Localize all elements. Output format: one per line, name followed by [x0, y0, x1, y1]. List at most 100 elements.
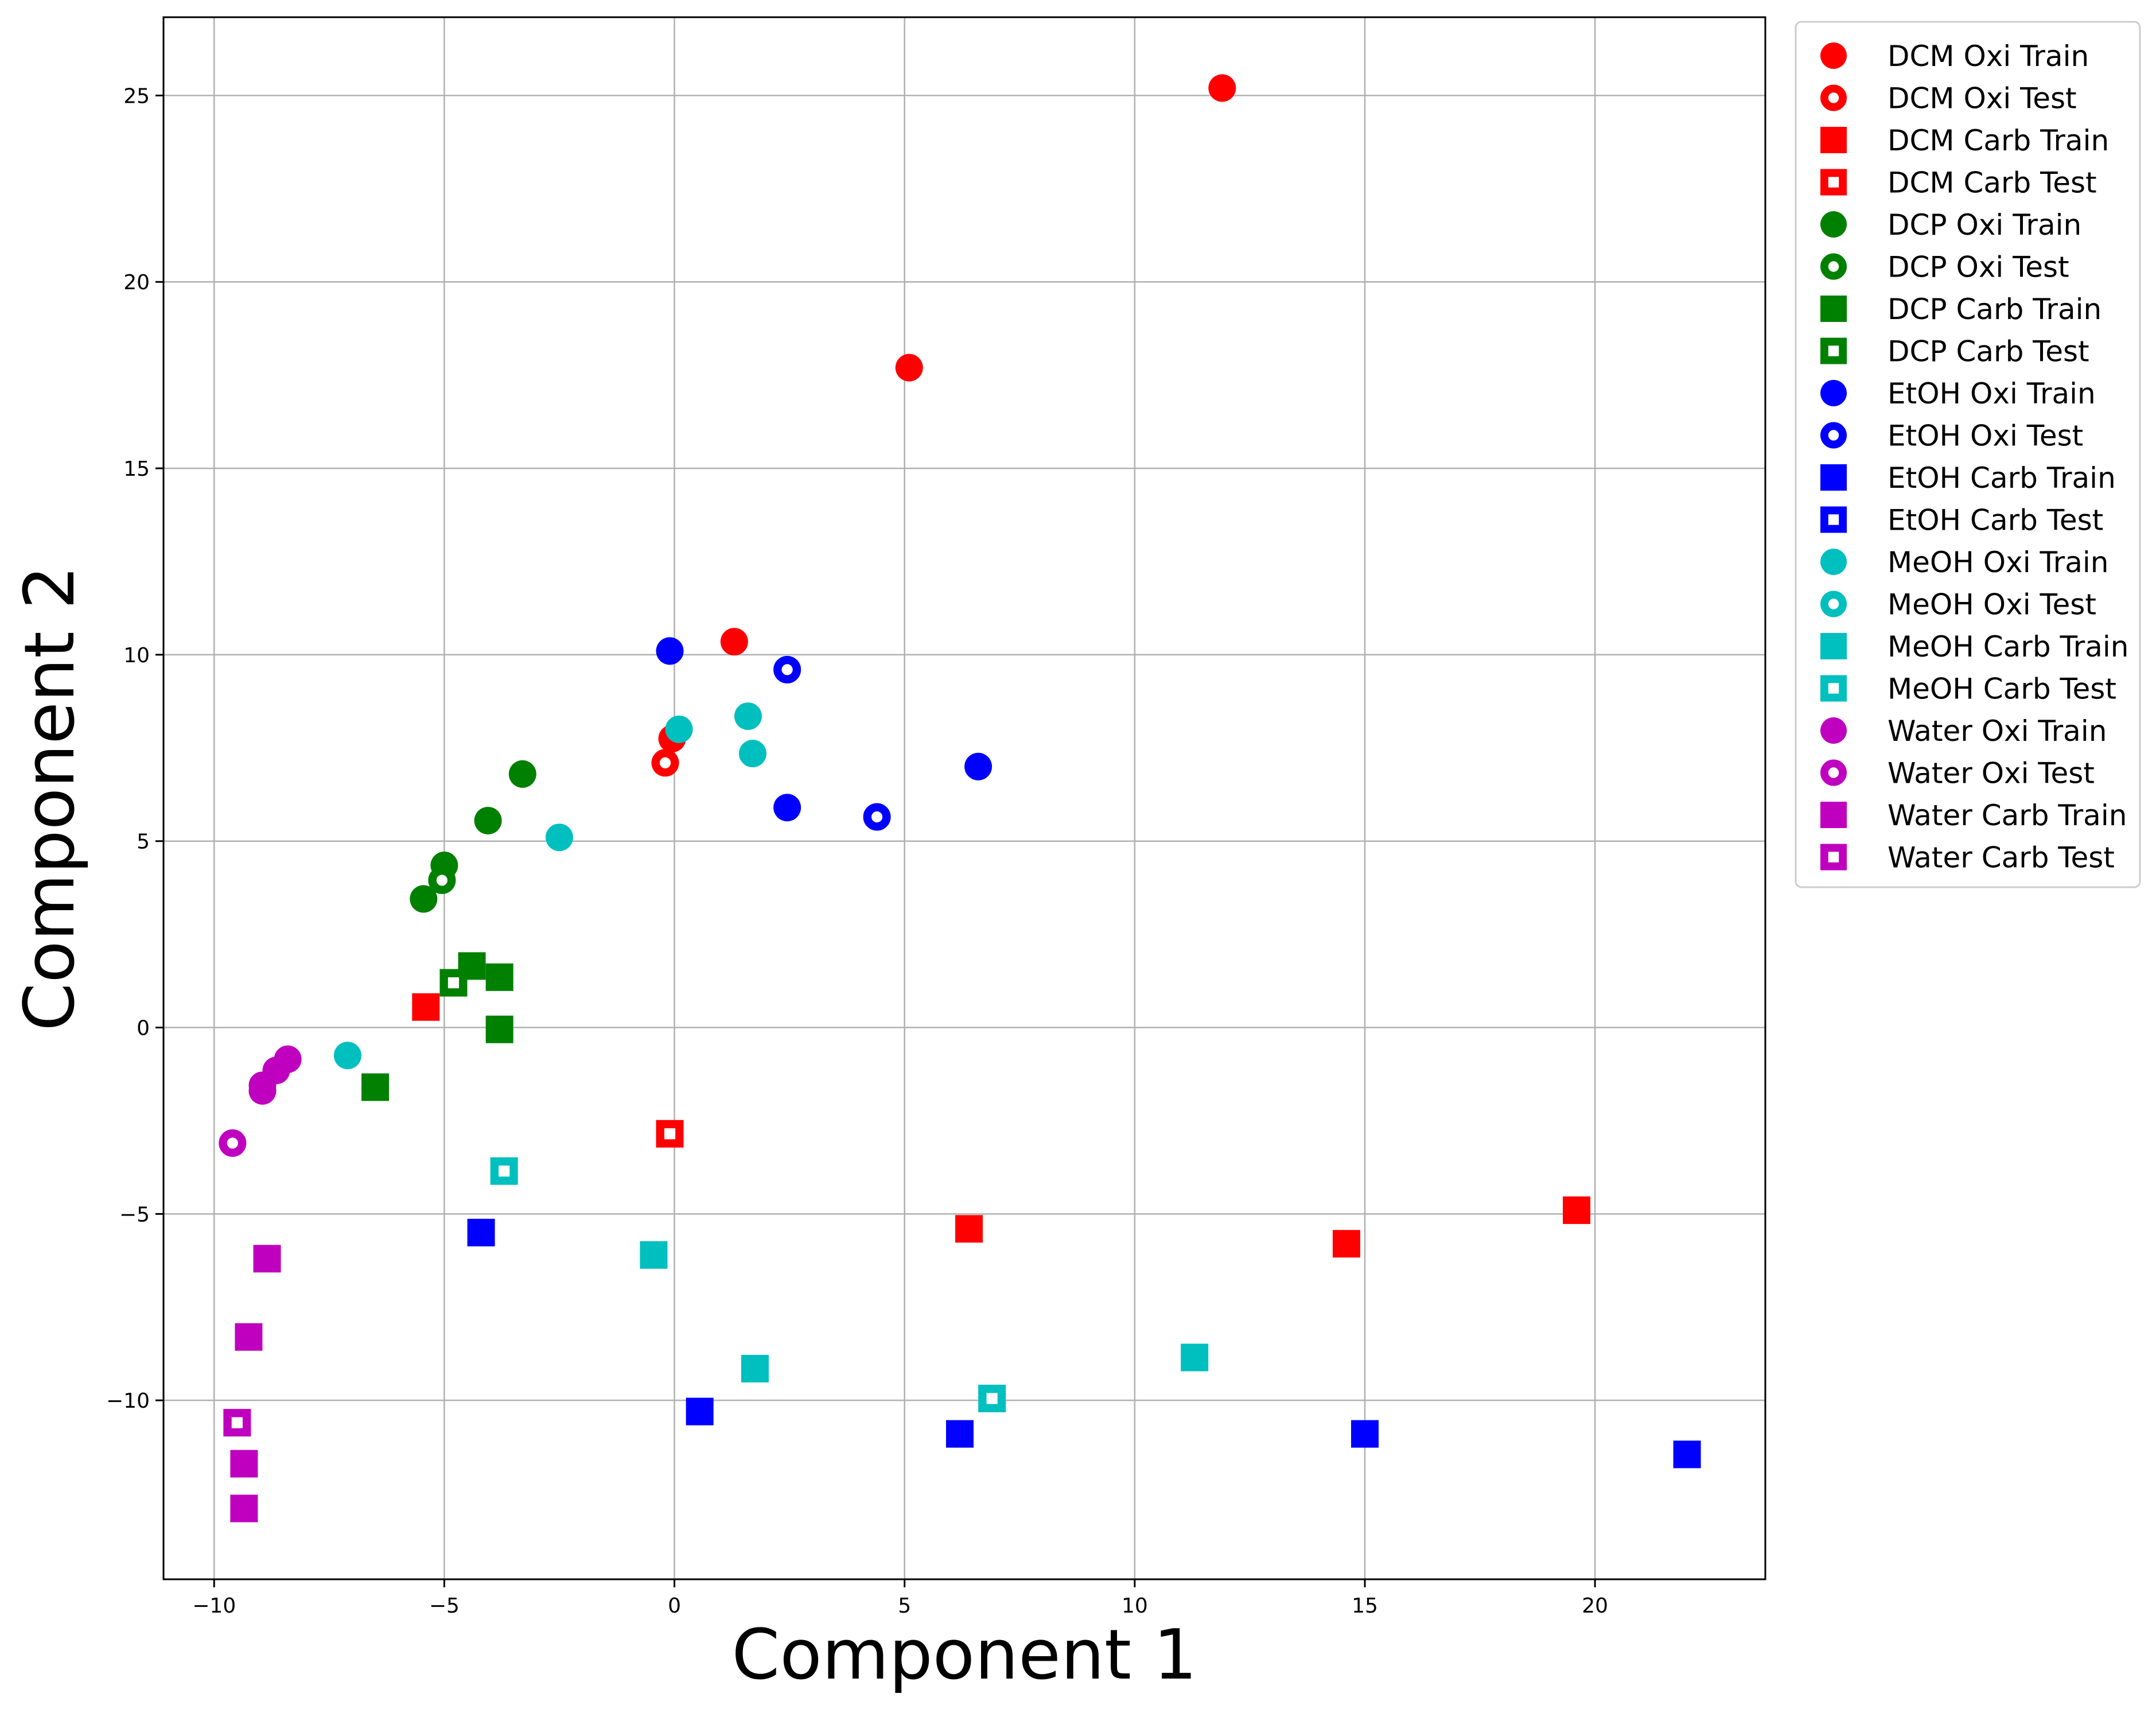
meoh-oxi-train-point: [738, 740, 766, 768]
legend-marker-meoh-oxi-test: [1820, 591, 1847, 617]
dcm-carb-test-point: [656, 1120, 684, 1148]
meoh-oxi-train-point: [665, 715, 693, 743]
dcp-oxi-train-point: [508, 760, 536, 788]
legend-label-meoh-oxi-train: MeOH Oxi Train: [1888, 546, 2108, 579]
x-tick-label: 0: [668, 1594, 681, 1618]
legend-marker-dcm-carb-test: [1820, 169, 1847, 196]
meoh-carb-test-point: [490, 1157, 518, 1185]
legend-frame: [1795, 21, 2141, 888]
legend-label-dcm-carb-train: DCM Carb Train: [1888, 124, 2109, 157]
x-tick-label: −5: [429, 1594, 460, 1618]
etoh-oxi-train-point: [964, 752, 993, 780]
meoh-carb-train-point: [741, 1354, 769, 1382]
legend-marker-etoh-carb-test: [1820, 506, 1847, 533]
meoh-carb-train-point: [640, 1241, 668, 1269]
water-carb-train-point: [253, 1245, 281, 1273]
legend-label-dcp-carb-train: DCP Carb Train: [1888, 293, 2101, 326]
legend: DCM Oxi Train DCM Oxi Test DCM Carb Train D…: [1795, 21, 2141, 888]
legend-label-meoh-oxi-test: MeOH Oxi Test: [1888, 588, 2096, 622]
legend-label-water-oxi-test: Water Oxi Test: [1888, 757, 2095, 790]
dcp-carb-train-point: [361, 1073, 390, 1101]
y-axis-label: Component 2: [10, 565, 90, 1031]
dcp-oxi-train-point: [474, 806, 502, 834]
legend-label-dcp-oxi-train: DCP Oxi Train: [1888, 208, 2081, 242]
legend-label-etoh-oxi-train: EtOH Oxi Train: [1888, 377, 2096, 410]
y-tick-label: 25: [123, 84, 150, 108]
legend-marker-etoh-oxi-test: [1820, 422, 1847, 449]
etoh-oxi-test-point: [773, 655, 801, 683]
y-tick-label: −10: [106, 1389, 150, 1413]
dcp-carb-train-point: [485, 963, 513, 991]
water-carb-test-point: [223, 1409, 251, 1437]
legend-label-dcp-carb-test: DCP Carb Test: [1888, 335, 2089, 368]
dcm-carb-train-point: [1332, 1230, 1360, 1258]
y-axis-ticks: −10 −5 0 5 10 15 20 25: [106, 84, 164, 1413]
legend-marker-etoh-carb-train: [1820, 464, 1847, 491]
meoh-oxi-train-point: [545, 824, 573, 852]
dcm-oxi-train-point: [1208, 74, 1236, 102]
legend-marker-dcm-carb-train: [1820, 127, 1847, 153]
dcm-oxi-train-point: [895, 354, 923, 382]
x-tick-label: −10: [192, 1594, 236, 1618]
meoh-oxi-train-point: [333, 1042, 361, 1070]
legend-marker-meoh-carb-test: [1820, 675, 1847, 702]
etoh-oxi-test-point: [863, 803, 891, 831]
dcp-carb-train-point: [485, 1015, 513, 1043]
meoh-carb-train-point: [1181, 1343, 1209, 1372]
y-tick-label: 20: [123, 271, 150, 294]
x-tick-label: 15: [1352, 1594, 1378, 1618]
legend-label-water-carb-test: Water Carb Test: [1888, 841, 2115, 875]
dcp-oxi-train-point: [410, 885, 438, 913]
legend-label-etoh-oxi-test: EtOH Oxi Test: [1888, 419, 2083, 453]
legend-label-meoh-carb-train: MeOH Carb Train: [1888, 630, 2128, 663]
legend-marker-water-carb-test: [1820, 844, 1847, 871]
meoh-oxi-train-point: [734, 702, 762, 731]
legend-label-etoh-carb-train: EtOH Carb Train: [1888, 461, 2116, 495]
x-axis-ticks: −10 −5 0 5 10 15 20: [192, 1579, 1608, 1618]
dcm-carb-train-point: [955, 1215, 983, 1243]
dcp-carb-test-point: [439, 969, 468, 997]
x-tick-label: 20: [1582, 1594, 1608, 1618]
y-tick-label: −5: [119, 1203, 150, 1226]
legend-marker-dcp-carb-train: [1820, 296, 1847, 322]
legend-label-water-oxi-train: Water Oxi Train: [1888, 714, 2107, 748]
water-carb-train-point: [230, 1494, 258, 1522]
legend-label-etoh-carb-test: EtOH Carb Test: [1888, 504, 2103, 537]
water-oxi-train-point: [248, 1077, 277, 1105]
etoh-carb-train-point: [686, 1397, 714, 1425]
etoh-carb-train-point: [467, 1218, 495, 1246]
dcm-carb-train-point: [1563, 1196, 1591, 1224]
legend-marker-dcp-oxi-train: [1820, 211, 1847, 238]
legend-marker-dcp-oxi-test: [1820, 253, 1847, 280]
dcm-oxi-test-point: [651, 749, 679, 777]
legend-label-dcm-oxi-train: DCM Oxi Train: [1888, 40, 2089, 73]
legend-label-dcm-oxi-test: DCM Oxi Test: [1888, 82, 2077, 115]
water-oxi-test-point: [219, 1129, 247, 1157]
legend-marker-meoh-oxi-train: [1820, 549, 1847, 575]
dcm-carb-train-point: [412, 993, 440, 1021]
legend-label-dcm-carb-test: DCM Carb Test: [1888, 166, 2097, 200]
legend-marker-dcm-oxi-test: [1820, 84, 1847, 111]
etoh-carb-train-point: [1673, 1440, 1701, 1469]
legend-marker-water-oxi-train: [1820, 717, 1847, 744]
data-points: [219, 74, 1701, 1522]
legend-marker-water-oxi-test: [1820, 759, 1847, 786]
legend-marker-dcp-carb-test: [1820, 337, 1847, 364]
legend-marker-meoh-carb-train: [1820, 633, 1847, 659]
legend-marker-water-carb-train: [1820, 802, 1847, 828]
etoh-carb-train-point: [945, 1420, 974, 1448]
legend-marker-etoh-oxi-train: [1820, 380, 1847, 406]
etoh-oxi-train-point: [773, 794, 801, 822]
water-carb-train-point: [230, 1450, 258, 1478]
meoh-carb-test-point: [978, 1384, 1006, 1412]
y-tick-label: 0: [137, 1017, 150, 1040]
x-tick-label: 5: [898, 1594, 911, 1618]
dcp-oxi-test-point: [428, 866, 456, 894]
y-tick-label: 10: [123, 644, 150, 667]
legend-label-dcp-oxi-test: DCP Oxi Test: [1888, 251, 2069, 284]
legend-label-water-carb-train: Water Carb Train: [1888, 799, 2127, 832]
grid: [164, 17, 1765, 1579]
y-tick-label: 5: [137, 830, 150, 854]
legend-marker-dcm-oxi-train: [1820, 42, 1847, 69]
